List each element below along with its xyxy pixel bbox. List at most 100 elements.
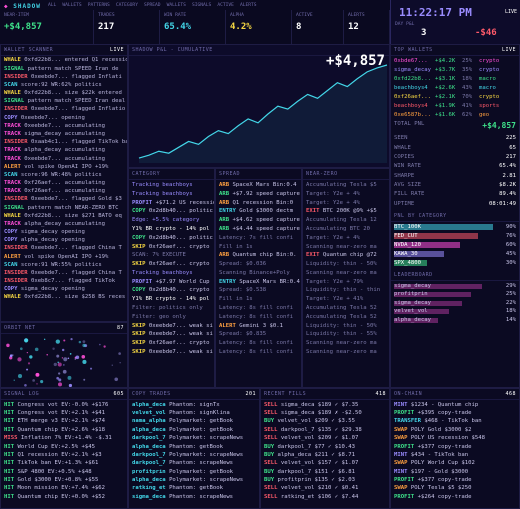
leader-row[interactable]: sigma_decay 22%: [391, 300, 519, 307]
strategy-row[interactable]: Edge: +5.5% category: [129, 217, 214, 224]
log-row[interactable]: BUY profitprin $135 ✓ $2.03: [261, 477, 389, 484]
strategy-row[interactable]: ARB +$7.92 speed capture: [216, 191, 301, 198]
log-row[interactable]: PROFIT +$395 copy-trade: [391, 410, 519, 417]
feed-row[interactable]: COPY sigma_decay opening: [1, 229, 127, 236]
feed-row[interactable]: SIGNAL pattern match NEAR-ZERO BTC: [1, 205, 127, 212]
strategy-row[interactable]: Tracking beachboys: [129, 191, 214, 198]
strategy-row[interactable]: Spread: $0.538: [216, 287, 301, 294]
log-row[interactable]: BUY velvet_vol $209 ✓ $3.55: [261, 418, 389, 425]
strategy-row[interactable]: SKIP 0xf26aef... crypto: [129, 340, 214, 347]
log-row[interactable]: SELL ratking_et $106 ✓ $7.44: [261, 494, 389, 501]
feed-row[interactable]: ALERT vol spike OpenAI IPO +19%: [1, 254, 127, 261]
strategy-row[interactable]: Fill in 1s: [216, 296, 301, 303]
tab[interactable]: ALL: [48, 3, 57, 8]
wallet-row[interactable]: beachboys4 +$2.6K 43% macro: [391, 85, 519, 92]
log-row[interactable]: alpha_deca Phantom: signTx: [129, 402, 259, 409]
feed-row[interactable]: TRACK sigma_decay accumulating: [1, 131, 127, 138]
strategy-row[interactable]: ARB +$4.44 speed capture: [216, 226, 301, 233]
feed-row[interactable]: INSIDER 0xeebde7... flagged China T: [1, 270, 127, 277]
feed-row[interactable]: INSIDER 0xeebde7... flagged Inflatio: [1, 106, 127, 113]
log-row[interactable]: PROFIT +$377 copy-trade: [391, 477, 519, 484]
wallet-row[interactable]: sigma_decay +$3.7K 35% crypto: [391, 67, 519, 74]
strategy-row[interactable]: Scanning near-zero ma: [303, 349, 389, 356]
strategy-row[interactable]: Accumulating Tesla 52: [303, 314, 389, 321]
log-row[interactable]: darkpool_7 Polymarket: scrapeNews: [129, 452, 259, 459]
log-row[interactable]: TRANSFER $468 - TikTok ban: [391, 418, 519, 425]
log-row[interactable]: SELL velvet_vol $157 ✓ $1.07: [261, 460, 389, 467]
strategy-row[interactable]: Latency: 8s fill confi: [216, 340, 301, 347]
log-row[interactable]: darkpool_7 Polymarket: scrapeNews: [129, 435, 259, 442]
strategy-row[interactable]: ARB +$4.62 speed capture: [216, 217, 301, 224]
feed-row[interactable]: WHALE 0xfd22b8... size $22k entered: [1, 90, 127, 97]
tab[interactable]: ALERTS: [239, 3, 257, 8]
log-row[interactable]: BUY darkpool_7 $77 ✓ $10.43: [261, 444, 389, 451]
strategy-row[interactable]: SKIP 0xf26aef... crypto: [129, 261, 214, 268]
feed-row[interactable]: SIGNAL pattern match SPEED Iran de: [1, 66, 127, 73]
strategy-row[interactable]: COPY 0x2d8b40... crypto: [129, 287, 214, 294]
feed-row[interactable]: WHALE 0xfd22b8... size $271 BATO eq: [1, 213, 127, 220]
strategy-row[interactable]: COPY 0x2d8b40... politic: [129, 235, 214, 242]
log-row[interactable]: MISS Inflation 7% EV:+1.4% -$.31: [1, 435, 127, 442]
strategy-row[interactable]: SKIP 0xeebde7... weak si: [129, 349, 214, 356]
feed-row[interactable]: INSIDER 0xeebde7... flagged China T: [1, 245, 127, 252]
feed-row[interactable]: COPY alpha_decay opening: [1, 237, 127, 244]
feed-row[interactable]: INSIDER 0xeebde7... flagged Gold $3: [1, 196, 127, 203]
strategy-row[interactable]: Scanning Binance+Poly: [216, 270, 301, 277]
feed-row[interactable]: INSIDER 0xeebde7... flagged Inflati: [1, 74, 127, 81]
leader-row[interactable]: velvet_vol 18%: [391, 308, 519, 315]
leader-row[interactable]: profitprin 25%: [391, 291, 519, 298]
strategy-row[interactable]: Scanning near-zero ma: [303, 340, 389, 347]
strategy-row[interactable]: Scanning near-zero ma: [303, 244, 389, 251]
strategy-row[interactable]: Latency: 8s fill confi: [216, 349, 301, 356]
strategy-row[interactable]: Accumulating Tesla 12: [303, 217, 389, 224]
feed-row[interactable]: TRACK 0xf26aef... accumulating: [1, 180, 127, 187]
log-row[interactable]: HIT ETH merge v3 EV:+2.1% +$74: [1, 418, 127, 425]
tab[interactable]: WALLETS: [166, 3, 186, 8]
strategy-row[interactable]: Spread: $0.835: [216, 331, 301, 338]
log-row[interactable]: SELL velvet_vol $209 ✓ $1.07: [261, 435, 389, 442]
strategy-row[interactable]: Liquidity: thin - thin: [303, 287, 389, 294]
log-row[interactable]: HIT TikTok ban EV:+1.3% +$61: [1, 460, 127, 467]
tab[interactable]: SPREAD: [143, 3, 161, 8]
log-row[interactable]: alpha_deca Polymarket: getBook: [129, 427, 259, 434]
strategy-row[interactable]: Latency: 8s fill confi: [216, 314, 301, 321]
log-row[interactable]: HIT Q1 recession EV:+2.1% +$3: [1, 452, 127, 459]
feed-row[interactable]: TRACK 0xeebde7... accumulating: [1, 156, 127, 163]
log-row[interactable]: alpha_deca Polymarket: scrapeNews: [129, 477, 259, 484]
log-row[interactable]: PROFIT +$264 copy-trade: [391, 494, 519, 501]
tab[interactable]: ACTIVE: [217, 3, 234, 8]
log-row[interactable]: BUY alpha_deca $211 ✓ $8.71: [261, 452, 389, 459]
feed-row[interactable]: SCAN score:96 WR:48% politics: [1, 172, 127, 179]
wallet-row[interactable]: 0xfd22b8... +$3.1K 18% macro: [391, 76, 519, 83]
strategy-row[interactable]: PROFIT +$71.2 US recession: [129, 200, 214, 207]
feed-row[interactable]: SCAN score:92 WR:62% politics: [1, 82, 127, 89]
strategy-row[interactable]: ARB SpaceX Mars Bin:0.4: [216, 182, 301, 189]
strategy-row[interactable]: ARB Q1 recession Bin:0: [216, 200, 301, 207]
log-row[interactable]: sigma_deca Phantom: scrapeNews: [129, 494, 259, 501]
strategy-row[interactable]: ALERT Gemini 3 $0.1: [216, 323, 301, 330]
log-row[interactable]: SWAP POLY Gold $3000 $2: [391, 427, 519, 434]
strategy-row[interactable]: Liquidity: thin - 50%: [303, 261, 389, 268]
log-row[interactable]: SWAP POLY World Cup $102: [391, 460, 519, 467]
log-row[interactable]: HIT Congress vot EV:+2.1% +$41: [1, 410, 127, 417]
strategy-row[interactable]: Target: Y2e + 4%: [303, 191, 389, 198]
strategy-row[interactable]: ENTRY SpaceX Mars BR:0.4: [216, 279, 301, 286]
feed-row[interactable]: TRACK 0xeebde7... accumulating: [1, 123, 127, 130]
feed-row[interactable]: WHALE 0xfd22b8... size $258 BS reces: [1, 294, 127, 301]
feed-row[interactable]: SCAN score:91 WR:55% politics: [1, 262, 127, 269]
log-row[interactable]: SWAP POLY Tesla $5 $250: [391, 485, 519, 492]
strategy-row[interactable]: Fill in 1s: [216, 244, 301, 251]
log-row[interactable]: BUY darkpool_7 $151 ✓ $6.81: [261, 469, 389, 476]
feed-row[interactable]: TRACK alpha_decay accumulating: [1, 147, 127, 154]
log-row[interactable]: HIT Gold $3000 EV:+0.8% +$55: [1, 477, 127, 484]
log-row[interactable]: SELL sigma_deca $189 ✓ $7.35: [261, 402, 389, 409]
wallet-row[interactable]: 0xbde67... +$4.2K 25% crypto: [391, 58, 519, 65]
log-row[interactable]: HIT Moon mission EV:+7.4% +$62: [1, 485, 127, 492]
strategy-row[interactable]: SKIP 0xeebde7... weak si: [129, 323, 214, 330]
log-row[interactable]: MINT $197 - Gold $3000: [391, 469, 519, 476]
strategy-row[interactable]: Latency: 7s fill confi: [216, 235, 301, 242]
log-row[interactable]: SELL sigma_deca $189 ✗ -$2.50: [261, 410, 389, 417]
feed-row[interactable]: WHALE 0xfd22b8... entered Q1 recession: [1, 57, 127, 64]
leader-row[interactable]: sigma_decay 29%: [391, 283, 519, 290]
feed-row[interactable]: INSIDER 0xeb8c7... flagged TikTok: [1, 278, 127, 285]
